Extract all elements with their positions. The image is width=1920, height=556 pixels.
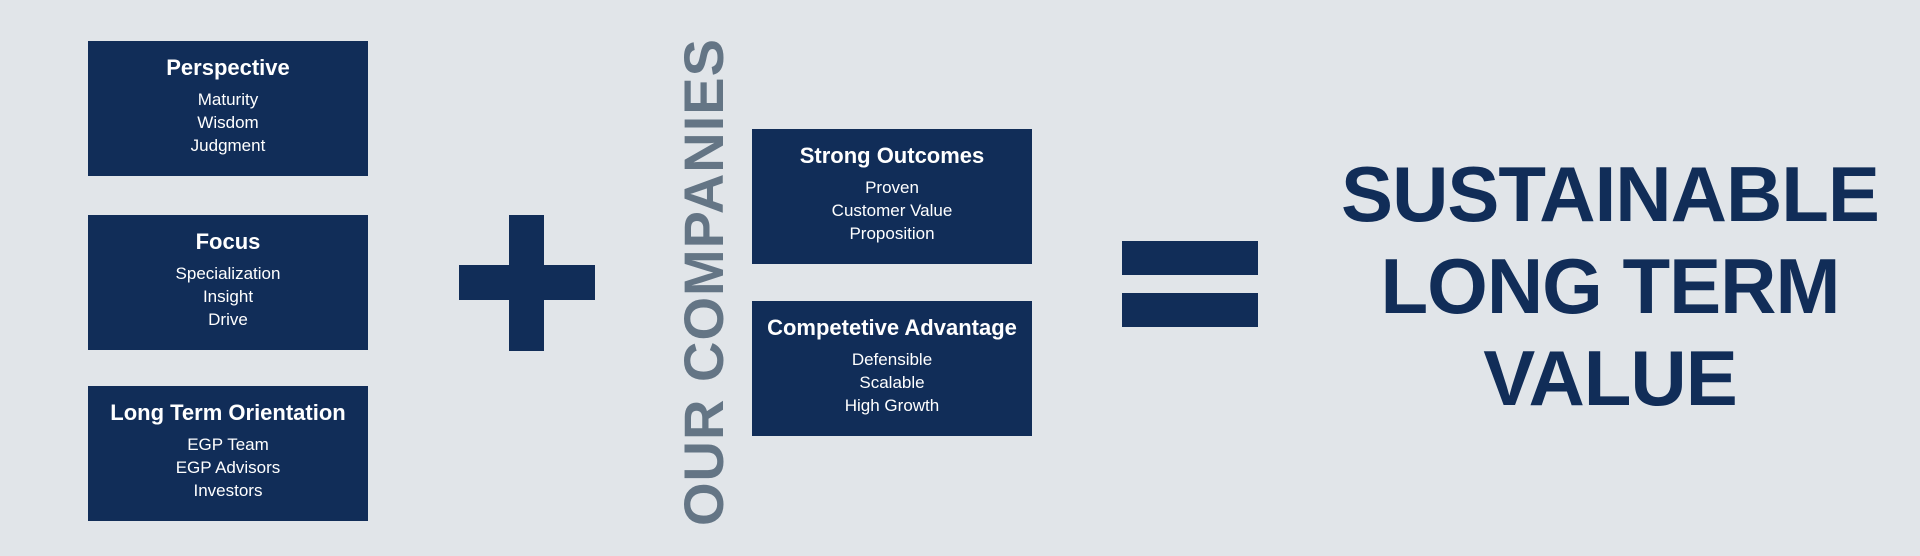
equals-bottom-bar [1122, 293, 1258, 327]
competitive-advantage-box: Competetive Advantage Defensible Scalabl… [752, 301, 1032, 436]
box-line: EGP Team [187, 435, 269, 454]
box-line: Insight [202, 287, 254, 306]
result-line: SUSTAINABLE [1341, 150, 1880, 238]
box-line: Defensible [851, 350, 933, 369]
result-statement: SUSTAINABLE LONG TERM VALUE [1330, 148, 1890, 424]
box-title: Strong Outcomes [799, 143, 985, 168]
perspective-box: Perspective Maturity Wisdom Judgment [88, 41, 368, 176]
box-line: Investors [193, 481, 263, 500]
plus-vertical-bar [509, 215, 544, 351]
equals-top-bar [1122, 241, 1258, 275]
strong-outcomes-box: Strong Outcomes Proven Customer Value Pr… [752, 129, 1032, 264]
box-line: EGP Advisors [175, 458, 281, 477]
result-line: VALUE [1483, 334, 1738, 422]
box-title: Focus [195, 229, 261, 254]
box-line: Scalable [859, 373, 925, 392]
long-term-orientation-box: Long Term Orientation EGP Team EGP Advis… [88, 386, 368, 521]
box-line: Drive [208, 310, 248, 329]
our-companies-label: OUR COMPANIES [672, 38, 735, 526]
box-line: Wisdom [197, 113, 259, 132]
box-line: Proven [865, 178, 919, 197]
box-title: Long Term Orientation [110, 400, 346, 425]
focus-box: Focus Specialization Insight Drive [88, 215, 368, 350]
box-title: Competetive Advantage [767, 315, 1017, 340]
box-title: Perspective [166, 55, 290, 80]
box-line: Judgment [190, 136, 266, 155]
box-line: Proposition [849, 224, 935, 243]
box-line: Customer Value [831, 201, 953, 220]
box-line: High Growth [844, 396, 940, 415]
box-line: Maturity [197, 90, 259, 109]
box-line: Specialization [175, 264, 281, 283]
result-line: LONG TERM [1380, 242, 1841, 330]
